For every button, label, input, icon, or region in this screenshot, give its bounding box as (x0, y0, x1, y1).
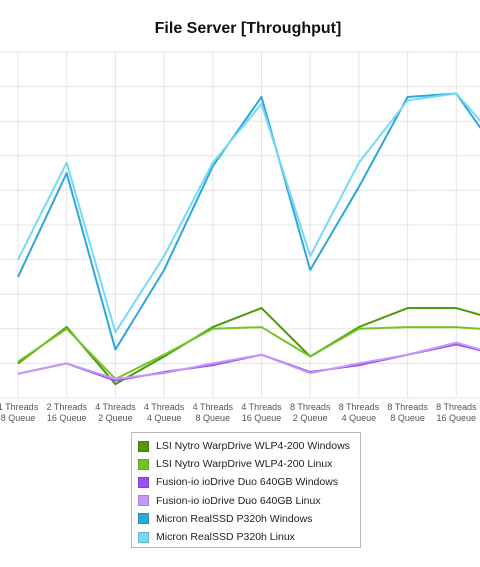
series-line-1 (17, 326, 480, 380)
legend-item: Fusion-io ioDrive Duo 640GB Windows (138, 473, 360, 491)
legend-swatch (138, 531, 149, 543)
series-line-3 (17, 341, 480, 380)
legend-label: LSI Nytro WarpDrive WLP4-200 Linux (156, 458, 333, 471)
x-tick-label: 8 Threads 4 Queue (339, 402, 380, 423)
legend-item: Micron RealSSD P320h Linux (138, 528, 360, 546)
legend-item: LSI Nytro WarpDrive WLP4-200 Windows (138, 437, 360, 455)
x-tick-label: 2 Threads 16 Queue (47, 402, 88, 423)
x-tick-label: 4 Threads 2 Queue (95, 402, 136, 423)
x-tick-label: 4 Threads 4 Queue (144, 402, 185, 423)
legend-label: LSI Nytro WarpDrive WLP4-200 Windows (156, 440, 350, 453)
legend-label: Fusion-io ioDrive Duo 640GB Linux (156, 494, 321, 507)
x-tick-label: 4 Threads 16 Queue (241, 402, 282, 423)
series-line-4 (17, 92, 480, 351)
x-tick-label: 8 Threads 2 Queue (290, 402, 331, 423)
legend-item: Fusion-io ioDrive Duo 640GB Linux (138, 492, 360, 510)
x-tick-label: 8 Threads 8 Queue (387, 402, 428, 423)
plot-area: 1 Threads 8 Queue 2 Threads 16 Queue 4 Threa… (0, 51, 480, 423)
legend-label: Micron RealSSD P320h Windows (156, 512, 313, 525)
legend-label: Fusion-io ioDrive Duo 640GB Windows (156, 476, 339, 489)
legend-swatch (138, 458, 149, 470)
x-tick-label: 1 Threads 8 Queue (0, 402, 39, 423)
x-tick-label: 8 Threads 16 Queue (436, 402, 477, 423)
legend-label: Micron RealSSD P320h Linux (156, 531, 295, 544)
legend-swatch (138, 476, 149, 488)
legend-swatch (138, 440, 149, 452)
x-tick-label: 4 Threads 8 Queue (193, 402, 234, 423)
legend-item: LSI Nytro WarpDrive WLP4-200 Linux (138, 455, 360, 473)
legend-swatch (138, 495, 149, 507)
legend-item: Micron RealSSD P320h Windows (138, 510, 360, 528)
legend-swatch (138, 513, 149, 525)
chart-title: File Server [Throughput] (154, 20, 342, 37)
legend: LSI Nytro WarpDrive WLP4-200 Windows LSI … (131, 432, 361, 548)
series-line-0 (17, 307, 480, 386)
series-line-5 (17, 92, 480, 334)
